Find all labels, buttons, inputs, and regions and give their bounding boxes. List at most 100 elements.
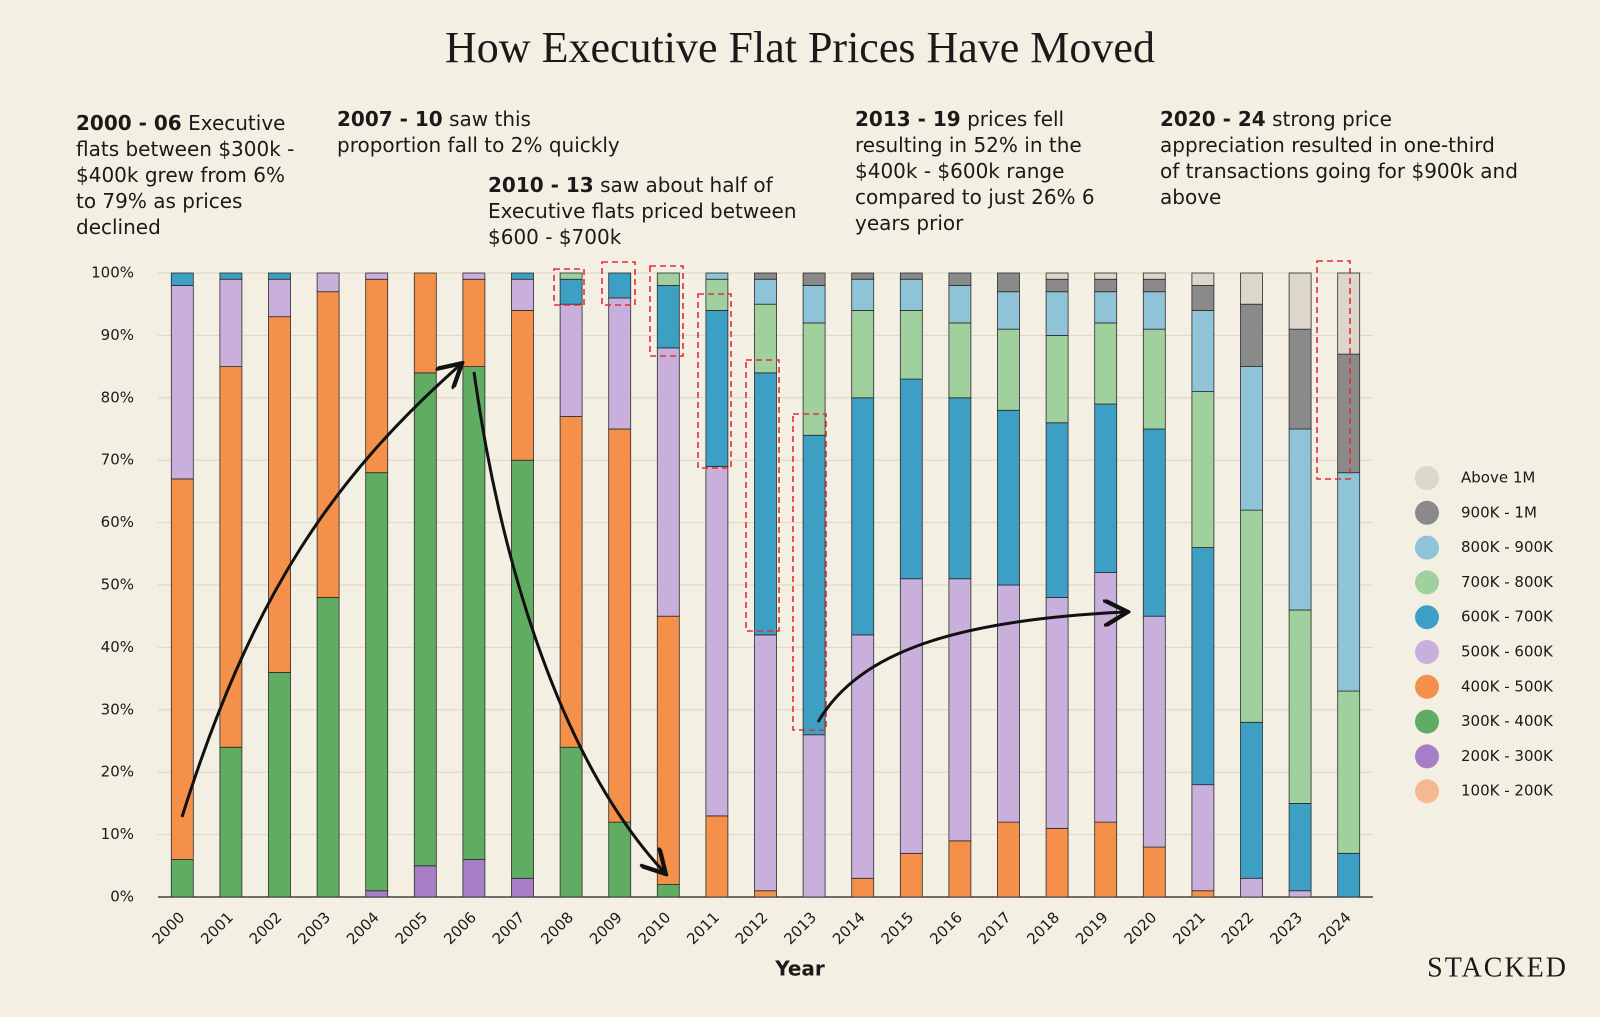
bar-segment bbox=[802, 734, 826, 898]
legend-label: 700K - 800K bbox=[1461, 573, 1554, 591]
x-tick-label: 2013 bbox=[780, 908, 820, 948]
bar-segment bbox=[1191, 890, 1215, 898]
bar-segment bbox=[754, 303, 777, 374]
legend-swatch bbox=[1415, 674, 1439, 699]
bar-segment bbox=[511, 310, 534, 461]
y-tick-label: 30% bbox=[101, 700, 134, 718]
bar-segment bbox=[559, 303, 583, 417]
highlight-box bbox=[745, 359, 780, 632]
x-tick-label: 2000 bbox=[149, 908, 189, 948]
legend-label: 200K - 300K bbox=[1461, 747, 1554, 765]
bar-segment bbox=[1094, 278, 1118, 293]
x-tick-label: 2006 bbox=[440, 908, 480, 948]
bar-segment bbox=[997, 409, 1020, 586]
bar-segment bbox=[1142, 846, 1166, 898]
bar-segment bbox=[1142, 272, 1166, 280]
x-tick-label: 2003 bbox=[294, 908, 334, 948]
bar-segment bbox=[511, 278, 534, 311]
bar-segment bbox=[559, 746, 583, 898]
x-tick-label: 2008 bbox=[537, 908, 577, 948]
bar-segment bbox=[462, 278, 486, 367]
y-tick-label: 20% bbox=[101, 763, 134, 781]
bar-segment bbox=[1191, 547, 1215, 786]
highlight-box bbox=[697, 293, 732, 469]
bar-segment bbox=[656, 285, 680, 349]
bar-segment bbox=[1288, 428, 1312, 611]
y-tick-label: 40% bbox=[101, 638, 134, 656]
bar-segment bbox=[365, 472, 389, 892]
bar-segment bbox=[219, 746, 243, 898]
bar-segment bbox=[316, 291, 340, 598]
bar-segment bbox=[1142, 428, 1166, 617]
annotation-bold: 2000 - 06 bbox=[76, 111, 182, 135]
bar-segment bbox=[997, 328, 1020, 411]
y-tick-label: 0% bbox=[110, 888, 134, 906]
y-tick-label: 60% bbox=[101, 513, 134, 531]
bar-segment bbox=[1240, 509, 1263, 723]
bar-segment bbox=[1240, 303, 1263, 368]
bar-segment bbox=[219, 272, 243, 280]
x-tick-label: 2018 bbox=[1023, 908, 1063, 948]
bar-segment bbox=[899, 378, 923, 580]
bar-segment bbox=[1094, 821, 1118, 898]
x-tick-label: 2019 bbox=[1072, 908, 1112, 948]
bar-segment bbox=[948, 272, 972, 286]
legend-swatch bbox=[1415, 779, 1439, 804]
annotation-bold: 2013 - 19 bbox=[855, 107, 961, 131]
x-tick-label: 2007 bbox=[489, 908, 529, 948]
bar-segment bbox=[1240, 877, 1263, 898]
bar-segment bbox=[559, 272, 583, 280]
bar-segment bbox=[899, 852, 923, 898]
x-tick-label: 2022 bbox=[1218, 908, 1258, 948]
bar-segment bbox=[268, 671, 291, 898]
highlight-box bbox=[792, 413, 827, 731]
legend-swatch bbox=[1415, 605, 1439, 630]
bar-segment bbox=[802, 322, 826, 436]
bar-segment bbox=[705, 272, 729, 280]
bar-segment bbox=[851, 278, 875, 311]
bar-segment bbox=[1045, 597, 1069, 829]
bar-segment bbox=[170, 272, 194, 286]
x-tick-label: 2021 bbox=[1169, 908, 1209, 948]
bar-segment bbox=[1142, 328, 1166, 430]
legend-swatch bbox=[1415, 744, 1439, 769]
bar-segment bbox=[462, 272, 486, 280]
annotation-bold: 2007 - 10 bbox=[337, 107, 443, 131]
x-tick-label: 2012 bbox=[732, 908, 772, 948]
bar-segment bbox=[1045, 334, 1069, 424]
bar-segment bbox=[1191, 784, 1215, 892]
annotation-text: strong price appreciation resulted in on… bbox=[1160, 107, 1518, 209]
highlight-box bbox=[649, 265, 684, 357]
legend-label: Above 1M bbox=[1461, 469, 1535, 487]
bar-segment bbox=[948, 397, 972, 580]
bar-segment bbox=[1094, 291, 1118, 324]
bar-segment bbox=[1094, 572, 1118, 823]
annotation-text: Executive flats between $300k - $400k gr… bbox=[76, 111, 295, 239]
legend-swatch bbox=[1415, 640, 1439, 664]
bar-segment bbox=[219, 278, 243, 367]
annotation-bold: 2010 - 13 bbox=[488, 173, 594, 197]
bar-segment bbox=[851, 272, 875, 280]
legend-label: 500K - 600K bbox=[1461, 643, 1554, 661]
bar-segment bbox=[1337, 353, 1361, 474]
x-tick-label: 2023 bbox=[1266, 908, 1306, 948]
bar-segment bbox=[851, 634, 875, 879]
x-tick-label: 2002 bbox=[246, 908, 286, 948]
bar-segment bbox=[413, 865, 437, 898]
y-tick-label: 70% bbox=[101, 451, 134, 469]
bar-segment bbox=[1288, 272, 1312, 330]
bar-segment bbox=[1142, 278, 1166, 293]
annotation: 2000 - 06 Executive flats between $300k … bbox=[76, 110, 311, 240]
bar-segment bbox=[365, 890, 389, 898]
bar-segment bbox=[268, 278, 291, 318]
bar-segment bbox=[705, 310, 729, 467]
legend-swatch bbox=[1415, 709, 1439, 734]
x-tick-label: 2015 bbox=[878, 908, 918, 948]
bar-segment bbox=[948, 840, 972, 898]
y-tick-label: 100% bbox=[91, 264, 134, 282]
bar-segment bbox=[1240, 721, 1263, 879]
bar-segment bbox=[656, 615, 680, 885]
bar-segment bbox=[1045, 291, 1069, 336]
bar-segment bbox=[219, 366, 243, 748]
x-tick-label: 2001 bbox=[197, 908, 237, 948]
